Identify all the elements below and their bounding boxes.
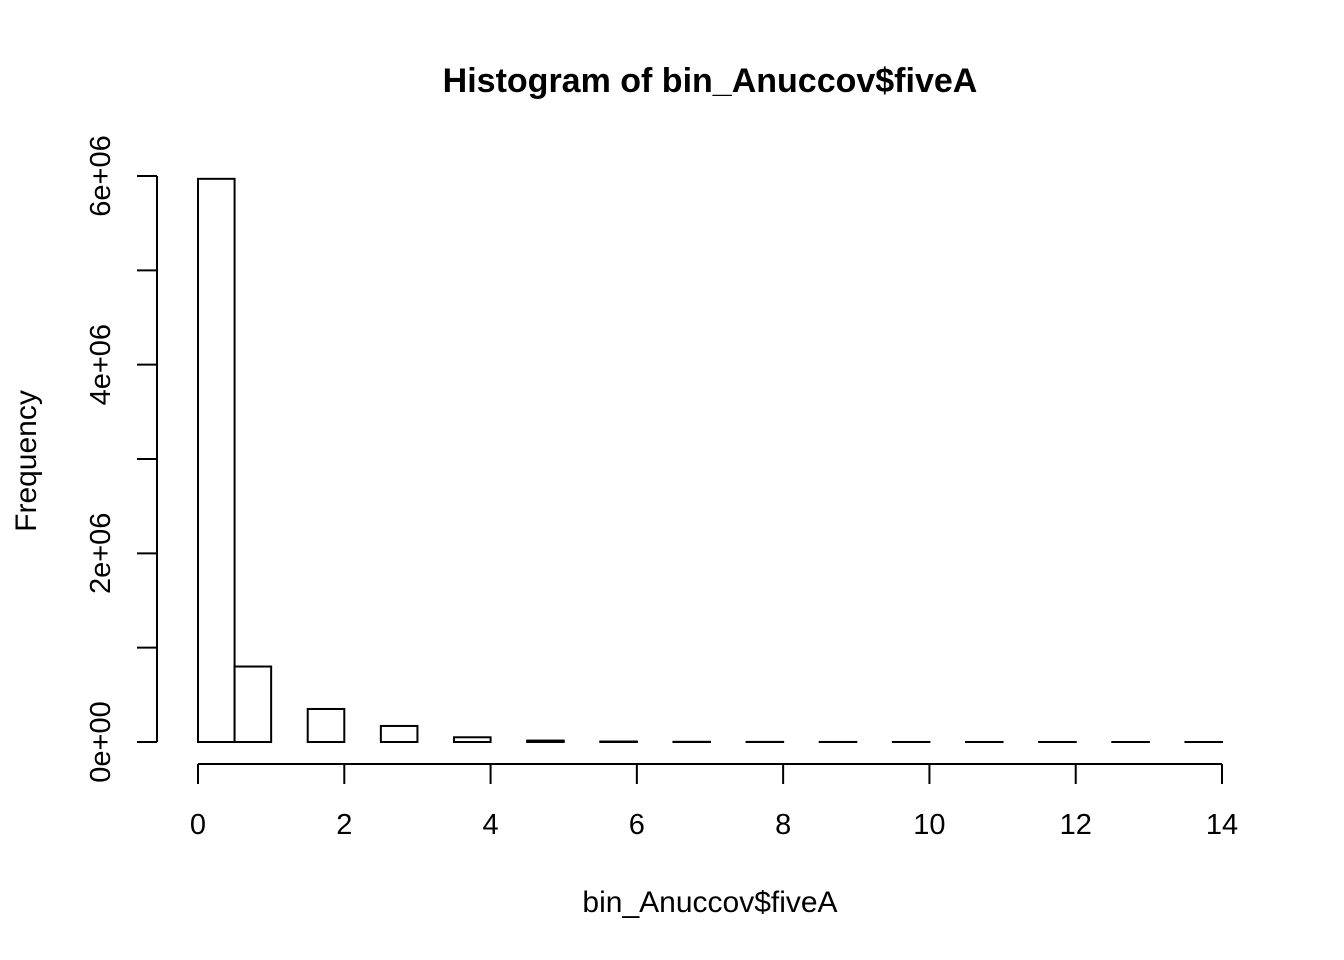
x-axis: 0 2 4 6 8 10 12 14 <box>190 763 1238 841</box>
x-tick-label: 0 <box>190 809 206 841</box>
x-tick-label: 8 <box>775 809 791 841</box>
x-tick-label: 12 <box>1060 809 1092 841</box>
y-tick-label: 6e+06 <box>85 135 117 216</box>
histogram-bar <box>453 736 492 743</box>
y-tick-label: 2e+06 <box>85 513 117 594</box>
histogram-bar <box>379 724 419 743</box>
histogram-bar <box>233 665 273 743</box>
histogram-bar <box>526 739 565 744</box>
x-tick-label: 10 <box>913 809 945 841</box>
y-tick-label: 0e+00 <box>85 701 117 782</box>
histogram-bar <box>306 707 346 744</box>
y-axis-label: Frequency <box>10 390 43 532</box>
y-tick-label: 4e+06 <box>85 324 117 405</box>
x-tick-label: 2 <box>336 809 352 841</box>
x-tick-label: 6 <box>629 809 645 841</box>
x-tick-label: 14 <box>1206 809 1238 841</box>
chart-title: Histogram of bin_Anuccov$fiveA <box>443 62 978 100</box>
x-axis-label: bin_Anuccov$fiveA <box>582 886 837 919</box>
x-tick-label: 4 <box>483 809 499 841</box>
histogram-bar <box>197 177 236 743</box>
y-axis: 0e+00 2e+06 4e+06 6e+06 <box>85 135 158 783</box>
bars-group <box>197 177 1224 744</box>
